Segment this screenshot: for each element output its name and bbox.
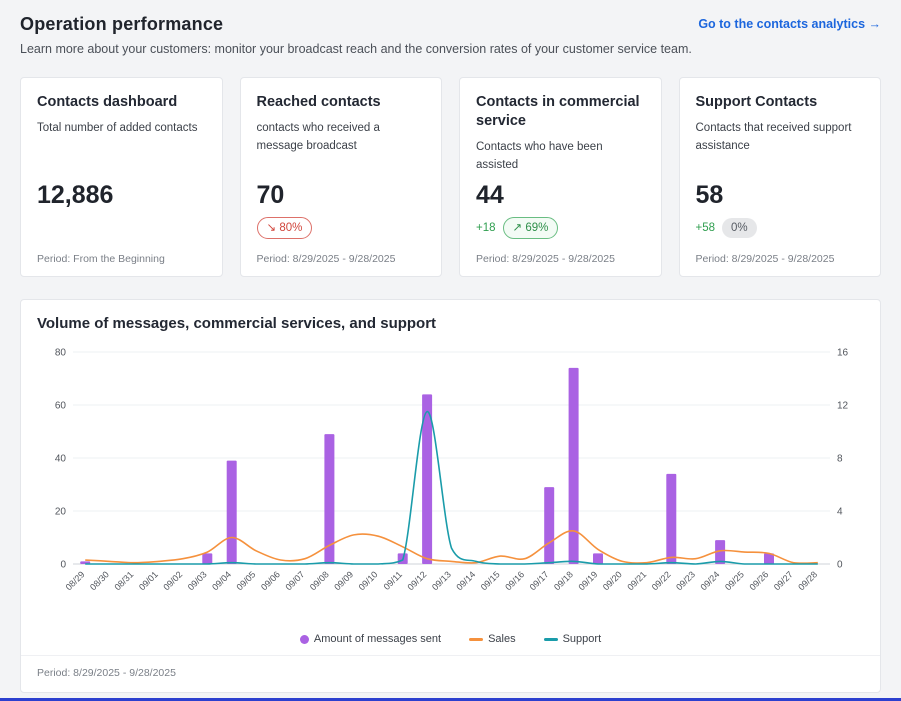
svg-text:09/06: 09/06: [259, 569, 282, 592]
svg-text:09/25: 09/25: [723, 569, 746, 592]
legend-item[interactable]: Sales: [469, 633, 516, 645]
badge-row: +58 0%: [696, 216, 865, 240]
svg-text:09/13: 09/13: [430, 569, 453, 592]
svg-text:09/01: 09/01: [137, 569, 160, 592]
card-title: Reached contacts: [256, 94, 381, 110]
card-period: Period: 8/29/2025 - 9/28/2025: [476, 253, 615, 265]
svg-text:09/17: 09/17: [528, 569, 551, 592]
chart-legend: Amount of messages sent Sales Support: [37, 633, 864, 645]
card-value: 44: [476, 181, 504, 209]
legend-line-icon: [543, 637, 558, 641]
legend-label: Support: [562, 633, 602, 645]
svg-text:09/20: 09/20: [601, 569, 624, 592]
svg-text:09/05: 09/05: [235, 569, 258, 592]
card-description: Contacts that received support assistanc…: [695, 121, 852, 152]
svg-text:09/16: 09/16: [503, 569, 526, 592]
legend-label: Amount of messages sent: [313, 633, 442, 645]
page-header: Operation performance Go to the contacts…: [20, 14, 881, 35]
svg-text:09/18: 09/18: [552, 569, 575, 592]
svg-text:09/28: 09/28: [796, 569, 819, 592]
svg-text:09/19: 09/19: [576, 569, 599, 592]
svg-text:09/12: 09/12: [406, 569, 429, 592]
card-value: 12,886: [37, 181, 114, 209]
card-title: Contacts dashboard: [37, 94, 178, 110]
chart-title: Volume of messages, commercial services,…: [37, 315, 437, 332]
svg-text:09/21: 09/21: [625, 569, 648, 592]
badge-row: [37, 216, 206, 240]
svg-text:0: 0: [60, 560, 66, 571]
svg-text:09/22: 09/22: [650, 569, 673, 592]
legend-label: Sales: [488, 633, 516, 645]
card-value: 70: [256, 181, 285, 209]
page-subtitle: Learn more about your customers: monitor…: [20, 42, 692, 56]
delta-value: +18: [476, 222, 496, 234]
volume-chart-panel: Volume of messages, commercial services,…: [20, 299, 881, 693]
svg-text:4: 4: [837, 507, 843, 518]
kpi-cards-row: Contacts dashboard Total number of added…: [20, 77, 881, 277]
card-commercial-service: Contacts in commercial service Contacts …: [459, 77, 662, 277]
badge-row: +18 ↗ 69%: [476, 216, 645, 240]
trend-down-badge: ↘ 80%: [256, 216, 313, 240]
svg-text:12: 12: [837, 401, 849, 412]
svg-text:09/04: 09/04: [210, 569, 233, 592]
legend-line-icon: [469, 637, 484, 641]
delta-value: +58: [695, 222, 716, 234]
svg-text:09/11: 09/11: [382, 569, 405, 592]
svg-text:60: 60: [55, 401, 67, 412]
svg-text:09/07: 09/07: [283, 569, 306, 592]
legend-dot-icon: [299, 634, 309, 644]
card-period: Period: From the Beginning: [37, 253, 165, 265]
contacts-analytics-link[interactable]: Go to the contacts analytics →: [698, 17, 881, 31]
card-period: Period: 8/29/2025 - 9/28/2025: [256, 253, 396, 265]
svg-text:08/29: 08/29: [64, 569, 87, 592]
svg-text:16: 16: [837, 348, 849, 359]
card-support-contacts: Support Contacts Contacts that received …: [678, 77, 881, 277]
svg-text:09/27: 09/27: [772, 569, 795, 592]
card-title: Contacts in commercial service: [476, 94, 640, 129]
card-value: 58: [695, 181, 724, 209]
svg-text:09/15: 09/15: [479, 569, 502, 592]
page-title: Operation performance: [20, 14, 224, 34]
chart-period: Period: 8/29/2025 - 9/28/2025: [21, 655, 880, 692]
svg-text:09/14: 09/14: [454, 569, 477, 592]
neutral-badge: 0%: [722, 217, 757, 239]
svg-text:0: 0: [837, 560, 843, 571]
svg-text:08/31: 08/31: [112, 569, 135, 592]
svg-text:09/23: 09/23: [674, 569, 697, 592]
card-description: Contacts who have been assisted: [476, 140, 603, 171]
legend-item[interactable]: Support: [543, 633, 602, 645]
svg-text:09/02: 09/02: [161, 569, 184, 592]
bottom-accent-bar: [0, 698, 901, 701]
svg-text:20: 20: [55, 507, 67, 518]
svg-text:09/24: 09/24: [699, 569, 722, 592]
legend-item[interactable]: Amount of messages sent: [299, 633, 442, 645]
card-title: Support Contacts: [695, 94, 818, 110]
svg-text:08/30: 08/30: [88, 569, 111, 592]
svg-text:09/09: 09/09: [332, 569, 355, 592]
trend-up-badge: ↗ 69%: [502, 216, 559, 240]
svg-text:8: 8: [837, 454, 843, 465]
card-description: Total number of added contacts: [37, 121, 198, 134]
svg-text:09/08: 09/08: [308, 569, 331, 592]
svg-text:09/26: 09/26: [747, 569, 770, 592]
svg-text:40: 40: [55, 454, 67, 465]
card-contacts-dashboard: Contacts dashboard Total number of added…: [20, 77, 223, 277]
svg-text:80: 80: [55, 348, 67, 359]
card-reached-contacts: Reached contacts contacts who received a…: [239, 77, 442, 277]
svg-text:09/10: 09/10: [357, 569, 380, 592]
badge-row: ↘ 80%: [256, 216, 426, 240]
card-description: contacts who received a message broadcas…: [256, 121, 380, 152]
svg-text:09/03: 09/03: [186, 569, 209, 592]
card-period: Period: 8/29/2025 - 9/28/2025: [695, 253, 835, 265]
chart-area: 0 20 40 60 80 0 4 8 12 16 08/29 08/30 08/31 09/01 09/0…: [37, 338, 866, 633]
